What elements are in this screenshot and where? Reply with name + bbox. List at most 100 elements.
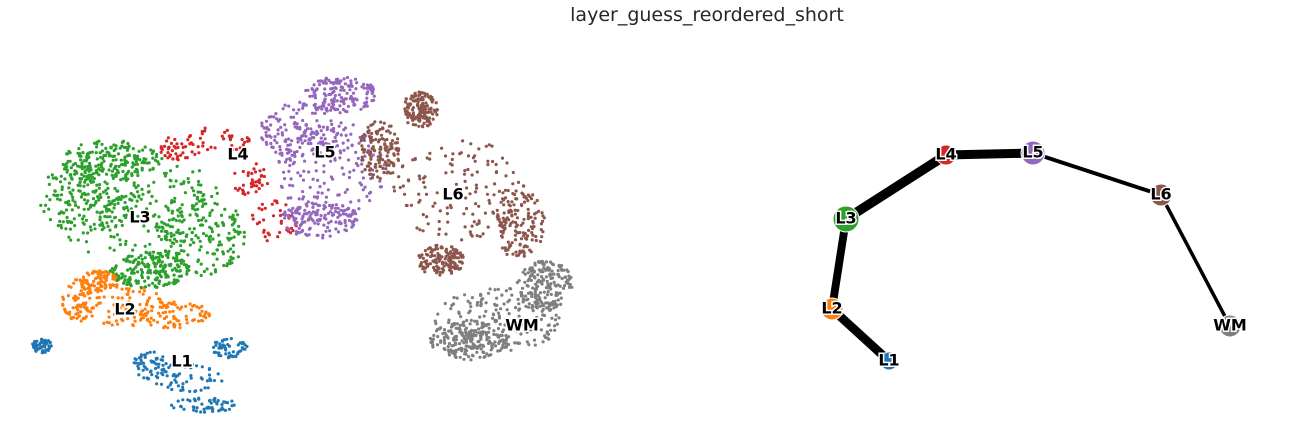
point [176,384,180,388]
point [349,200,353,204]
point [444,247,448,251]
point [39,203,43,207]
point [182,218,186,222]
point [388,171,393,175]
point [144,157,148,161]
point [147,190,151,194]
point [42,209,46,214]
point [363,154,367,158]
point [93,227,97,231]
node-l6 [1149,183,1173,207]
point [504,333,508,338]
point [279,221,283,225]
point [159,358,163,362]
point [526,193,531,197]
point [548,285,552,289]
point [389,124,393,128]
point [136,154,140,158]
point [507,210,511,215]
point [76,183,80,187]
point [209,145,213,149]
point [147,296,152,300]
point [115,189,119,193]
point [134,159,138,164]
point [169,141,174,145]
scatter-label-wm: WM [505,316,539,335]
point [333,156,337,160]
point [456,251,460,255]
point [491,159,495,164]
point [430,339,434,343]
point [209,379,213,383]
point [349,214,353,218]
point [204,219,208,223]
point [287,137,291,141]
point [181,385,185,389]
point [149,271,153,275]
point [501,231,505,235]
point [521,192,525,196]
point [526,207,530,211]
point [165,303,169,307]
point [128,260,132,264]
point [232,235,236,239]
point [227,407,231,411]
point [201,144,205,148]
point [445,212,449,216]
point [180,203,184,207]
point [137,149,141,153]
point [143,354,147,358]
point [546,290,550,294]
point [374,162,378,166]
point [353,103,357,107]
point [523,268,527,272]
point [327,78,331,82]
point [368,153,372,157]
point [220,134,224,138]
point [433,201,437,205]
point [444,261,448,265]
point [88,296,92,300]
point [227,238,231,242]
point [440,270,445,274]
point [394,147,398,151]
point [416,103,420,107]
point [164,310,168,314]
point [199,262,203,266]
point [530,231,534,235]
point [371,173,375,177]
point [487,353,491,358]
point [501,338,505,342]
point [351,91,356,95]
point [344,212,348,216]
point [415,98,419,102]
point [456,256,460,260]
point [550,316,554,320]
point [166,255,170,260]
point [95,183,99,187]
point [226,249,230,253]
point [71,198,75,202]
point [519,237,524,241]
point [341,204,345,208]
point [293,121,297,125]
point [291,229,295,233]
point [487,198,491,203]
point [63,307,67,311]
point [450,260,454,264]
point [349,79,353,83]
point [466,167,470,172]
point [137,260,141,265]
point [362,104,367,109]
point [59,193,64,197]
point [349,94,353,99]
point [396,158,401,162]
point [243,343,247,347]
point [47,207,51,211]
point [213,146,217,150]
point [179,153,183,157]
point [351,97,355,101]
point [273,135,277,139]
point [333,145,337,149]
point [451,302,456,306]
